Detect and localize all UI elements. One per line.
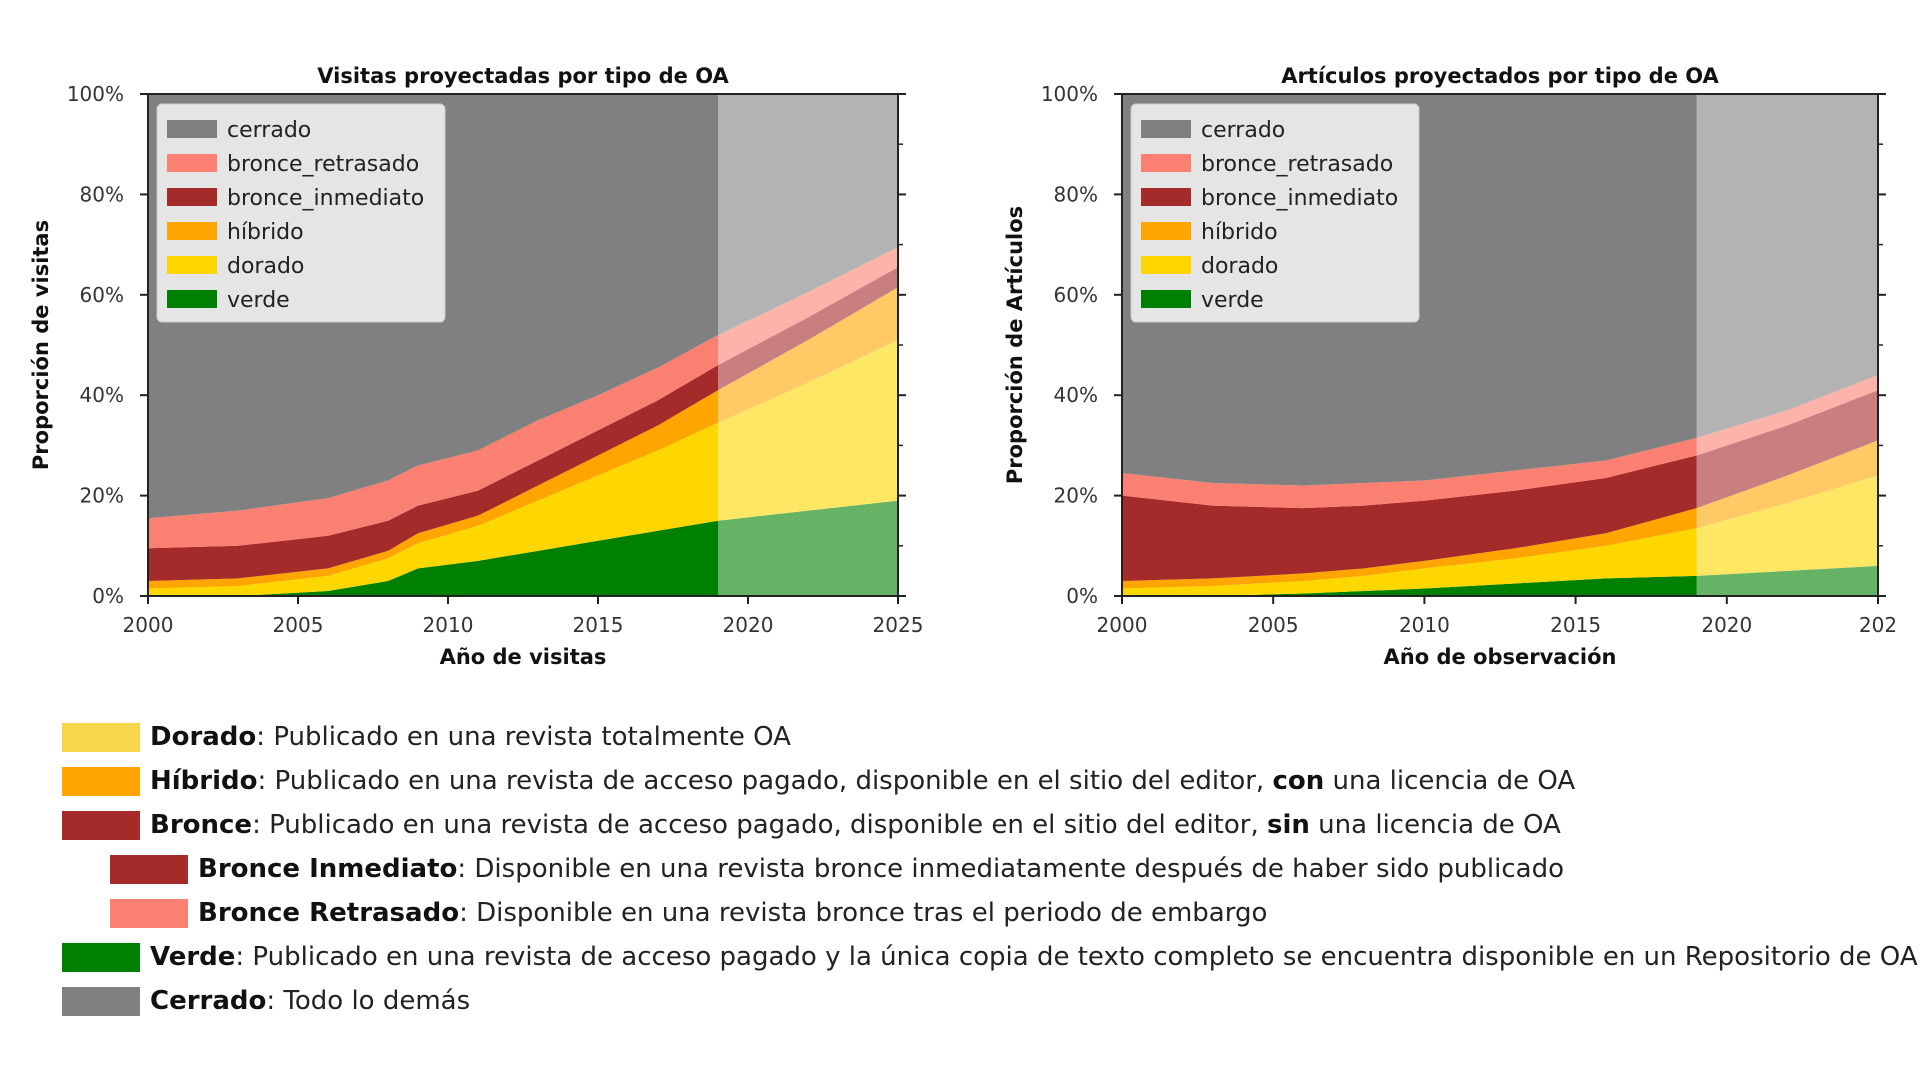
glossary-text-hibrido: Híbrido: Publicado en una revista de acc… bbox=[150, 766, 1576, 796]
legend-swatch-bronce-retrasado bbox=[1141, 154, 1191, 172]
x-tick-label: 2010 bbox=[1399, 613, 1450, 637]
legend-swatch-bronce-retrasado bbox=[167, 154, 217, 172]
legend-swatch-hibrido bbox=[167, 222, 217, 240]
legend-swatch-bronce-inmediato bbox=[167, 188, 217, 206]
glossary-swatch-bronce bbox=[62, 810, 140, 840]
glossary-swatch-bronce-retrasado bbox=[110, 898, 188, 928]
legend-label-cerrado: cerrado bbox=[1201, 118, 1285, 143]
legend-box bbox=[1130, 103, 1420, 323]
area-bronce-retrasado bbox=[148, 247, 898, 549]
glossary-row-bronce-retrasado: Bronce Retrasado: Disponible en una revi… bbox=[62, 891, 1912, 935]
projection-shade bbox=[718, 94, 898, 596]
x-tick-label: 2005 bbox=[273, 613, 324, 637]
x-tick-label: 2000 bbox=[123, 613, 174, 637]
y-tick-label: 60% bbox=[80, 283, 124, 307]
y-tick-label: 40% bbox=[1054, 383, 1098, 407]
legend-swatch-cerrado bbox=[167, 120, 217, 138]
legend-label-cerrado: cerrado bbox=[227, 118, 311, 143]
glossary-text-bronce: Bronce: Publicado en una revista de acce… bbox=[150, 810, 1561, 840]
chart-articles: 0% 20% 40% 60% 80% 100% 2000 2005 2010 2015 2020 20… bbox=[1003, 64, 1897, 669]
glossary-row-bronce-inmediato: Bronce Inmediato: Disponible en una revi… bbox=[62, 847, 1912, 891]
glossary-row-verde: Verde: Publicado en una revista de acces… bbox=[62, 935, 1918, 979]
legend-swatch-dorado bbox=[1141, 256, 1191, 274]
glossary-text-dorado: Dorado: Publicado en una revista totalme… bbox=[150, 722, 791, 752]
chart-title: Visitas proyectadas por tipo de OA bbox=[317, 64, 729, 88]
x-tick-label: 2020 bbox=[1701, 613, 1752, 637]
chart-visits: 0% 20% 40% 60% 80% 100% 2000 2005 2010 2015 2020 20… bbox=[29, 64, 923, 669]
glossary-swatch-dorado bbox=[62, 722, 140, 752]
glossary-text-cerrado: Cerrado: Todo lo demás bbox=[150, 986, 471, 1016]
x-tick-label: 2000 bbox=[1097, 613, 1148, 637]
glossary-swatch-cerrado bbox=[62, 986, 140, 1016]
x-tick-label: 2015 bbox=[1550, 613, 1601, 637]
glossary-swatch-bronce-inmediato bbox=[110, 854, 188, 884]
glossary-text-bronce-inmediato: Bronce Inmediato: Disponible en una revi… bbox=[198, 854, 1564, 884]
legend-label-dorado: dorado bbox=[227, 254, 304, 279]
legend-label-dorado: dorado bbox=[1201, 254, 1278, 279]
glossary-row-bronce: Bronce: Publicado en una revista de acce… bbox=[62, 803, 1912, 847]
glossary-swatch-verde bbox=[62, 942, 140, 972]
glossary-row-hibrido: Híbrido: Publicado en una revista de acc… bbox=[62, 759, 1912, 803]
legend-label-hibrido: híbrido bbox=[1201, 220, 1278, 245]
area-dorado bbox=[1122, 475, 1878, 596]
glossary-text-verde: Verde: Publicado en una revista de acces… bbox=[150, 942, 1918, 972]
legend-label-verde: verde bbox=[227, 288, 290, 313]
y-axis-label: Proporción de visitas bbox=[29, 220, 53, 470]
legend-swatch-dorado bbox=[167, 256, 217, 274]
y-tick-label: 0% bbox=[1066, 584, 1098, 608]
glossary-swatch-hibrido bbox=[62, 766, 140, 796]
y-tick-label: 100% bbox=[1041, 82, 1098, 106]
x-tick-label: 2010 bbox=[423, 613, 474, 637]
legend-swatch-cerrado bbox=[1141, 120, 1191, 138]
x-tick-label: 202 bbox=[1859, 613, 1897, 637]
area-bronce-retrasado bbox=[1122, 375, 1878, 509]
charts-figure: 0% 20% 40% 60% 80% 100% 2000 2005 2010 2015 2020 20… bbox=[29, 64, 1897, 669]
legend-swatch-verde bbox=[1141, 290, 1191, 308]
legend-label-bronce-retrasado: bronce_retrasado bbox=[227, 152, 419, 177]
legend: cerrado bronce_retrasado bronce_inmediatoh… bbox=[156, 103, 446, 323]
area-bronce-inmediato bbox=[1122, 390, 1878, 581]
legend-swatch-bronce-inmediato bbox=[1141, 188, 1191, 206]
legend-label-verde: verde bbox=[1201, 288, 1264, 313]
area-bronce-inmediato bbox=[148, 267, 898, 581]
y-tick-label: 20% bbox=[80, 484, 124, 508]
x-axis-label: Año de observación bbox=[1384, 645, 1617, 669]
x-axis-label: Año de visitas bbox=[440, 645, 607, 669]
legend-swatch-verde bbox=[167, 290, 217, 308]
x-tick-label: 2015 bbox=[573, 613, 624, 637]
glossary-text-bronce-retrasado: Bronce Retrasado: Disponible en una revi… bbox=[198, 898, 1268, 928]
y-tick-label: 20% bbox=[1054, 484, 1098, 508]
legend-label-bronce-retrasado: bronce_retrasado bbox=[1201, 152, 1393, 177]
legend-label-hibrido: híbrido bbox=[227, 220, 304, 245]
y-tick-label: 0% bbox=[92, 584, 124, 608]
x-tick-label: 2005 bbox=[1248, 613, 1299, 637]
y-tick-label: 40% bbox=[80, 383, 124, 407]
y-axis-label: Proporción de Artículos bbox=[1003, 206, 1027, 484]
legend-box bbox=[156, 103, 446, 323]
area-verde bbox=[148, 500, 898, 596]
legend-label-bronce-inmediato: bronce_inmediato bbox=[1201, 186, 1398, 211]
projection-shade bbox=[1696, 94, 1878, 596]
legend-label-bronce-inmediato: bronce_inmediato bbox=[227, 186, 424, 211]
y-tick-label: 80% bbox=[1054, 182, 1098, 206]
x-tick-label: 2020 bbox=[723, 613, 774, 637]
glossary-row-dorado: Dorado: Publicado en una revista totalme… bbox=[62, 715, 1912, 759]
legend: cerrado bronce_retrasado bronce_inmediatoh… bbox=[1130, 103, 1420, 323]
x-tick-label: 2025 bbox=[873, 613, 924, 637]
y-tick-label: 80% bbox=[80, 182, 124, 206]
legend-swatch-hibrido bbox=[1141, 222, 1191, 240]
y-tick-label: 100% bbox=[67, 82, 124, 106]
oa-type-glossary: Dorado: Publicado en una revista totalme… bbox=[62, 715, 1918, 1023]
area-verde bbox=[1122, 565, 1878, 596]
y-tick-label: 60% bbox=[1054, 283, 1098, 307]
area-dorado bbox=[148, 339, 898, 596]
area-hibrido bbox=[1122, 440, 1878, 589]
glossary-row-cerrado: Cerrado: Todo lo demás bbox=[62, 979, 1912, 1023]
chart-title: Artículos proyectados por tipo de OA bbox=[1281, 64, 1719, 88]
